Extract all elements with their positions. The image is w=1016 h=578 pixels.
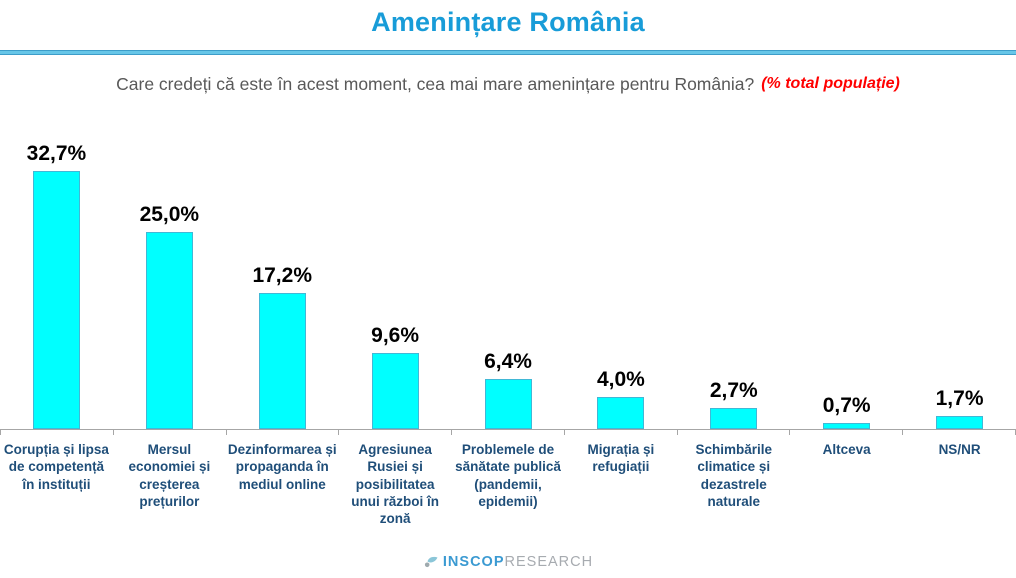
axis-tick xyxy=(227,430,340,435)
bar-value-label: 32,7% xyxy=(26,142,87,165)
axis-tick xyxy=(114,430,227,435)
axis-tick xyxy=(339,430,453,435)
axis-tick xyxy=(452,430,565,435)
bar-column: 4,0% xyxy=(564,368,677,429)
bar xyxy=(371,353,419,429)
category-label: Migrația și refugiații xyxy=(587,442,655,475)
bar xyxy=(258,293,306,429)
bar xyxy=(823,423,871,429)
bar-value-label: 1,7% xyxy=(935,387,984,410)
category-labels-row: Corupția și lipsa de competență în insti… xyxy=(0,435,1016,527)
axis-tick xyxy=(0,430,114,435)
bar xyxy=(32,171,80,429)
bar-value-label: 17,2% xyxy=(252,264,312,287)
category-label: Agresiunea Rusiei și posibilitatea unui … xyxy=(351,442,439,527)
page-title: Amenințare România xyxy=(371,7,645,37)
bar xyxy=(597,397,645,429)
bar-column: 6,4% xyxy=(452,350,565,429)
bar-column: 9,6% xyxy=(339,324,452,429)
title-divider xyxy=(0,50,1016,55)
category-label: Problemele de sănătate publică (pandemii… xyxy=(455,442,561,509)
bar-value-label: 0,7% xyxy=(822,394,871,417)
bar xyxy=(936,416,984,429)
bar-column: 25,0% xyxy=(113,203,226,429)
category-label: Dezinformarea și propaganda în mediul on… xyxy=(227,442,337,492)
inscop-logo-icon xyxy=(423,553,440,570)
axis-tick xyxy=(903,430,1016,435)
bar-column: 32,7% xyxy=(0,142,113,429)
axis-tick xyxy=(678,430,791,435)
bar xyxy=(484,379,532,429)
bar-value-label: 4,0% xyxy=(596,368,645,391)
inscop-logo-text: INSCOP xyxy=(442,553,505,570)
bar-column: 2,7% xyxy=(677,379,790,429)
question-text: Care credeți că este în acest moment, ce… xyxy=(116,73,755,94)
bar-column: 1,7% xyxy=(903,387,1016,429)
bar-value-label: 9,6% xyxy=(371,324,420,347)
category-label: Mersul economiei și creșterea prețurilor xyxy=(128,442,211,509)
bar-value-label: 6,4% xyxy=(484,350,532,373)
population-note: (% total populație) xyxy=(761,75,900,92)
bar-column: 17,2% xyxy=(226,264,339,429)
bar xyxy=(710,408,758,429)
bar-chart-plot: 32,7% 25,0% 17,2% 9,6% 6,4% 4,0% 2,7% 0 xyxy=(0,113,1016,429)
axis-tick xyxy=(790,430,904,435)
category-label: Altceva xyxy=(822,442,871,457)
inscop-logo: INSCOP RESEARCH xyxy=(0,553,1016,570)
x-axis-line xyxy=(0,429,1016,430)
inscop-research-text: RESEARCH xyxy=(504,553,594,570)
bar xyxy=(145,232,193,429)
category-label: Corupția și lipsa de competență în insti… xyxy=(3,442,109,492)
bar-column: 0,7% xyxy=(790,394,903,429)
category-label: Schimbările climatice și dezastrele natu… xyxy=(695,442,773,509)
bar-value-label: 2,7% xyxy=(709,379,758,402)
axis-tick xyxy=(565,430,678,435)
x-axis-ticks xyxy=(0,430,1016,435)
question-row: Care credeți că este în acest moment, ce… xyxy=(0,55,1016,113)
category-label: NS/NR xyxy=(938,442,981,457)
bar-value-label: 25,0% xyxy=(139,203,200,226)
